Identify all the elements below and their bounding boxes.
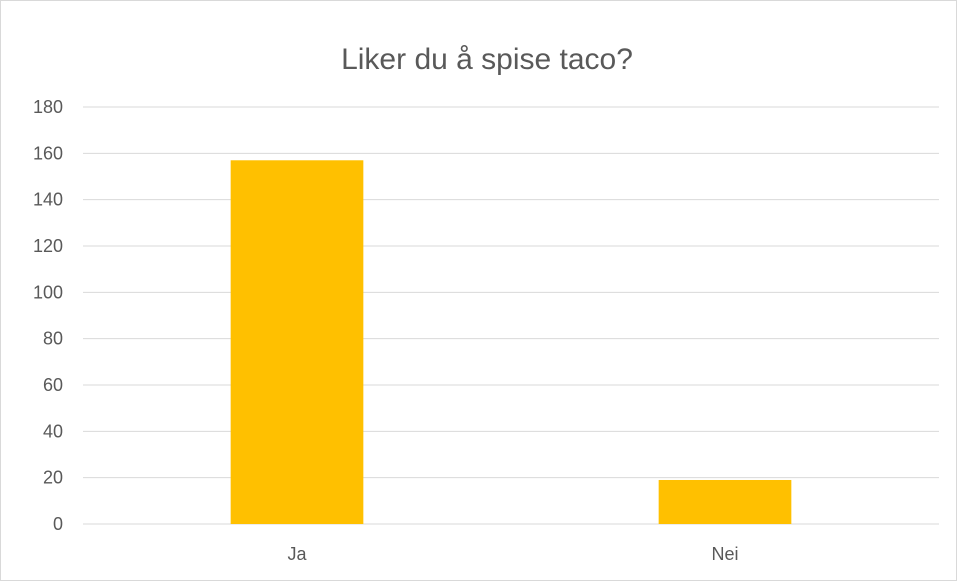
y-tick-label: 80 [43, 329, 63, 349]
y-tick-label: 40 [43, 421, 63, 441]
bar-ja [230, 160, 364, 525]
y-tick-label: 60 [43, 375, 63, 395]
bars [230, 160, 792, 525]
y-tick-label: 0 [53, 514, 63, 534]
x-category-label: Nei [711, 544, 738, 564]
y-axis-tick-labels: 0 20 40 60 80 100 120 140 160 180 [33, 97, 63, 534]
y-tick-label: 100 [33, 282, 63, 302]
y-tick-label: 160 [33, 143, 63, 163]
x-category-label: Ja [287, 544, 307, 564]
x-axis-category-labels: Ja Nei [287, 544, 738, 564]
bar-nei [658, 479, 792, 524]
y-tick-label: 140 [33, 190, 63, 210]
y-tick-label: 20 [43, 468, 63, 488]
gridlines [83, 106, 939, 525]
y-tick-label: 180 [33, 97, 63, 117]
chart-title: Liker du å spise taco? [341, 43, 633, 76]
y-tick-label: 120 [33, 236, 63, 256]
